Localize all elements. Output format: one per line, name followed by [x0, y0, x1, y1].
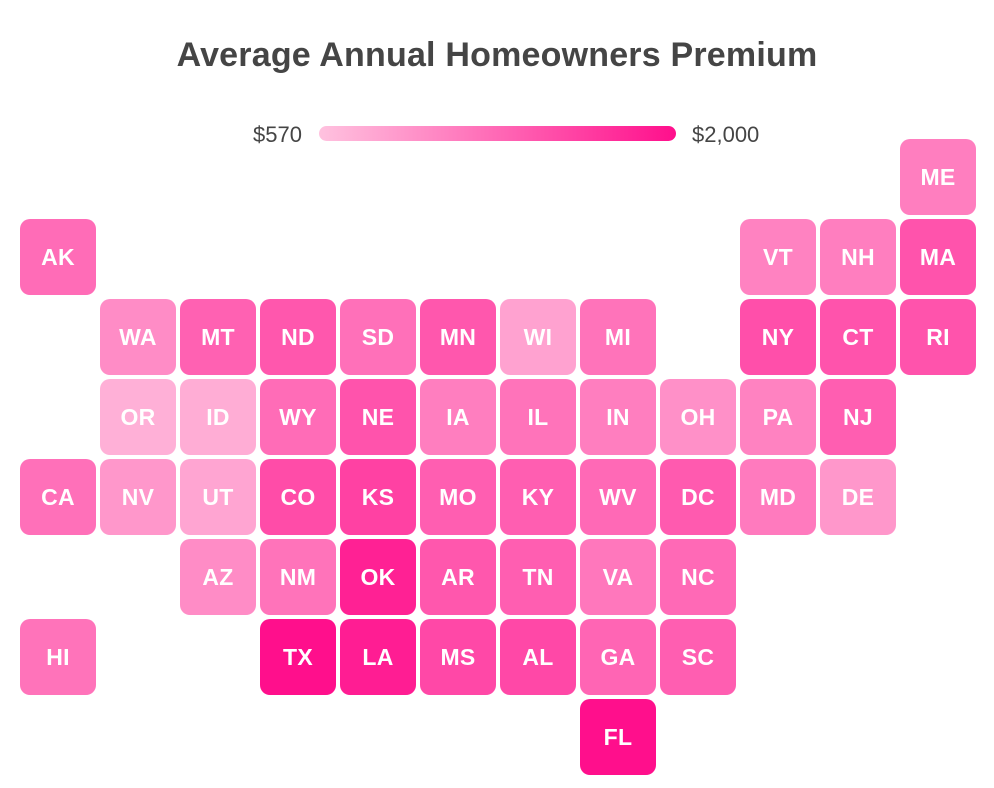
state-tile-sc: SC [660, 619, 736, 695]
state-tile-nj: NJ [820, 379, 896, 455]
state-tile-ky: KY [500, 459, 576, 535]
state-tile-ia: IA [420, 379, 496, 455]
state-tile-nc: NC [660, 539, 736, 615]
state-tile-vt: VT [740, 219, 816, 295]
state-tile-mn: MN [420, 299, 496, 375]
state-tile-al: AL [500, 619, 576, 695]
state-tile-or: OR [100, 379, 176, 455]
state-tile-me: ME [900, 139, 976, 215]
state-tile-il: IL [500, 379, 576, 455]
state-tile-ma: MA [900, 219, 976, 295]
state-tile-wv: WV [580, 459, 656, 535]
state-tile-fl: FL [580, 699, 656, 775]
state-tile-ak: AK [20, 219, 96, 295]
state-tile-nv: NV [100, 459, 176, 535]
state-tile-az: AZ [180, 539, 256, 615]
state-tile-sd: SD [340, 299, 416, 375]
state-tile-ga: GA [580, 619, 656, 695]
legend-gradient-bar [319, 126, 676, 141]
state-tile-tn: TN [500, 539, 576, 615]
state-tile-de: DE [820, 459, 896, 535]
state-tile-hi: HI [20, 619, 96, 695]
state-tile-ut: UT [180, 459, 256, 535]
state-tile-ok: OK [340, 539, 416, 615]
map-title: Average Annual Homeowners Premium [176, 36, 818, 74]
state-tile-in: IN [580, 379, 656, 455]
state-tile-la: LA [340, 619, 416, 695]
state-tile-wi: WI [500, 299, 576, 375]
state-tile-ne: NE [340, 379, 416, 455]
state-tile-ny: NY [740, 299, 816, 375]
state-tile-tx: TX [260, 619, 336, 695]
state-tile-mt: MT [180, 299, 256, 375]
state-tile-id: ID [180, 379, 256, 455]
state-tile-nh: NH [820, 219, 896, 295]
state-tile-ar: AR [420, 539, 496, 615]
state-tile-wy: WY [260, 379, 336, 455]
state-tile-pa: PA [740, 379, 816, 455]
state-tile-ms: MS [420, 619, 496, 695]
state-tile-va: VA [580, 539, 656, 615]
state-tile-nd: ND [260, 299, 336, 375]
state-tile-mi: MI [580, 299, 656, 375]
state-tile-ca: CA [20, 459, 96, 535]
state-tile-mo: MO [420, 459, 496, 535]
state-tile-ri: RI [900, 299, 976, 375]
state-tile-oh: OH [660, 379, 736, 455]
state-tile-dc: DC [660, 459, 736, 535]
state-tile-md: MD [740, 459, 816, 535]
state-tile-ks: KS [340, 459, 416, 535]
state-tile-co: CO [260, 459, 336, 535]
legend-min-label: $570 [253, 122, 302, 147]
state-tile-nm: NM [260, 539, 336, 615]
state-tile-wa: WA [100, 299, 176, 375]
state-tile-ct: CT [820, 299, 896, 375]
legend-max-label: $2,000 [692, 122, 760, 147]
